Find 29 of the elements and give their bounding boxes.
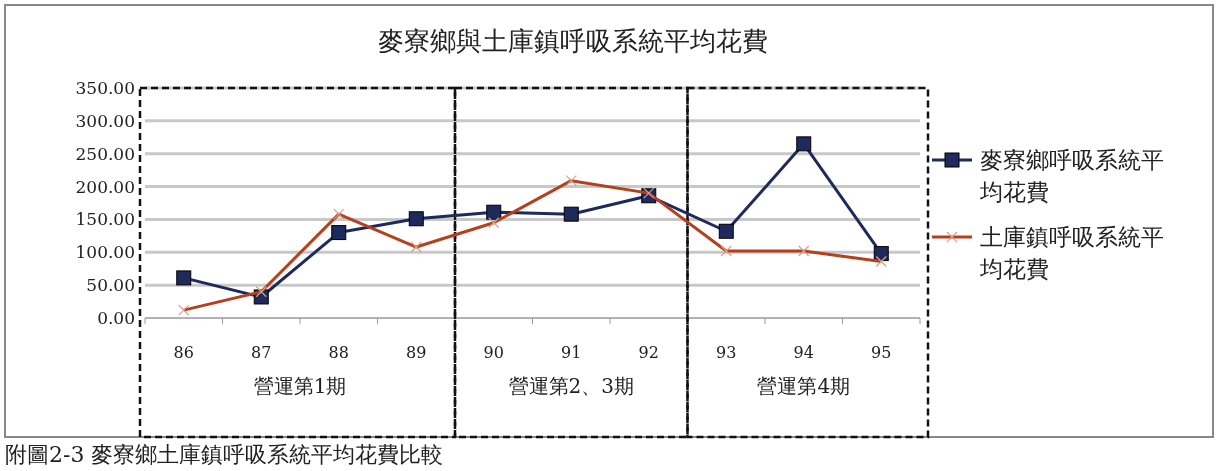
y-tick-label: 100.00 [75,242,135,263]
x-tick-label: 86 [173,343,194,362]
x-tick-label: 95 [871,343,892,362]
y-tick-label: 300.00 [75,110,135,131]
text: 營運第1期 [253,374,347,398]
x-tick-label: 88 [328,343,349,362]
point [563,206,579,222]
y-tick-label: 0.00 [97,308,135,328]
x-tick-label: 89 [406,343,427,362]
x-tick-label: 92 [638,343,659,362]
legend-label: 土庫鎮呼吸系統平均花費 [979,224,1164,282]
y-tick-label: 150.00 [75,209,135,230]
x-tick-label: 94 [793,343,814,362]
point [486,204,502,220]
text: 營運第2、3期 [508,374,634,398]
text: 營運第4期 [757,374,851,398]
y-tick-label: 350.00 [75,78,135,98]
y-tick-label: 50.00 [86,275,135,296]
y-tick-label: 250.00 [75,143,135,164]
x-tick-label: 91 [561,343,582,362]
legend-label: 麥寮鄉呼吸系統平均花費 [979,147,1164,205]
x-tick-label: 90 [483,343,504,362]
point [796,136,812,152]
x-tick-label: 87 [251,343,272,362]
title: 麥寮鄉與土庫鎮呼吸系統平均花費 [377,26,768,56]
point [718,223,734,239]
x-tick-label: 93 [716,343,737,362]
y-tick-label: 200.00 [75,176,135,197]
text: 附圖2-3 麥寮鄉土庫鎮呼吸系統平均花費比較 [5,442,444,467]
